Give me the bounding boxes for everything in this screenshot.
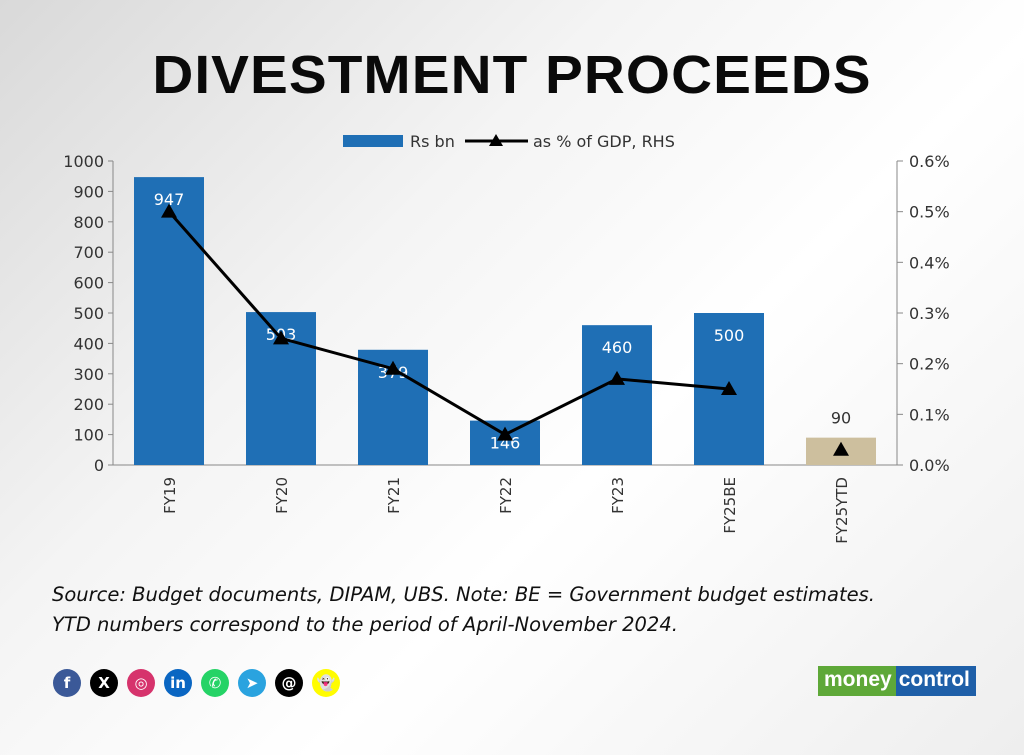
y-tick-label: 200 <box>73 395 104 414</box>
bar-FY23 <box>582 325 652 465</box>
bar-label: 947 <box>154 190 185 209</box>
x-icon[interactable]: X <box>90 669 118 697</box>
x-tick-label: FY20 <box>273 477 291 514</box>
y2-tick-label: 0.2% <box>909 355 950 374</box>
y2-tick-label: 0.3% <box>909 304 950 323</box>
snapchat-icon[interactable]: 👻 <box>312 669 340 697</box>
y-tick-label: 1000 <box>63 152 104 171</box>
y-tick-label: 800 <box>73 213 104 232</box>
linkedin-icon[interactable]: in <box>164 669 192 697</box>
bar-label: 146 <box>490 434 521 453</box>
y-tick-label: 100 <box>73 426 104 445</box>
source-note: Source: Budget documents, DIPAM, UBS. No… <box>52 580 875 640</box>
y2-tick-label: 0.5% <box>909 203 950 222</box>
y2-tick-label: 0.1% <box>909 405 950 424</box>
y2-tick-label: 0.0% <box>909 456 950 475</box>
telegram-icon[interactable]: ➤ <box>238 669 266 697</box>
legend-line-marker <box>489 134 503 146</box>
y-tick-label: 500 <box>73 304 104 323</box>
bar-label: 500 <box>714 326 745 345</box>
whatsapp-icon[interactable]: ✆ <box>201 669 229 697</box>
bar-FY19 <box>134 177 204 465</box>
y-tick-label: 400 <box>73 334 104 353</box>
chart: 0 100 200 300 400 500 600 700 800 900 1000 0.0% 0.1%… <box>63 132 950 544</box>
gdp-marker <box>609 370 625 385</box>
y-tick-label: 900 <box>73 182 104 201</box>
y-tick-label: 700 <box>73 243 104 262</box>
gdp-marker <box>497 426 513 441</box>
legend-line-label: as % of GDP, RHS <box>533 132 675 151</box>
gdp-marker <box>161 203 177 218</box>
gdp-marker <box>273 330 289 345</box>
gdp-line <box>167 210 730 437</box>
gdp-marker <box>721 381 737 395</box>
facebook-icon[interactable]: f <box>53 669 81 697</box>
social-icons: f X ◎ in ✆ ➤ @ 👻 <box>53 669 340 697</box>
legend-bar-swatch <box>343 135 403 147</box>
page-title: DIVESTMENT PROCEEDS <box>152 45 872 105</box>
y-tick-label: 600 <box>73 274 104 293</box>
bar-label: 90 <box>831 409 851 428</box>
moneycontrol-logo: money control <box>818 666 976 696</box>
x-tick-label: FY25YTD <box>833 477 851 544</box>
note-line-1: Source: Budget documents, DIPAM, UBS. No… <box>52 583 875 606</box>
y2-tick-label: 0.4% <box>909 253 950 272</box>
x-tick-label: FY25BE <box>721 477 739 534</box>
y2-tick-label: 0.6% <box>909 152 950 171</box>
instagram-icon[interactable]: ◎ <box>127 669 155 697</box>
x-tick-label: FY19 <box>161 477 179 514</box>
y-tick-label: 300 <box>73 365 104 384</box>
x-tick-label: FY23 <box>609 477 627 514</box>
y-tick-label: 0 <box>94 456 104 475</box>
gdp-marker <box>385 360 401 375</box>
x-tick-label: FY22 <box>497 477 515 514</box>
note-line-2: YTD numbers correspond to the period of … <box>52 613 678 636</box>
gdp-marker <box>833 441 849 456</box>
bar-label: 460 <box>602 338 633 357</box>
x-tick-label: FY21 <box>385 477 403 514</box>
threads-icon[interactable]: @ <box>275 669 303 697</box>
legend-bar-label: Rs bn <box>410 132 455 151</box>
